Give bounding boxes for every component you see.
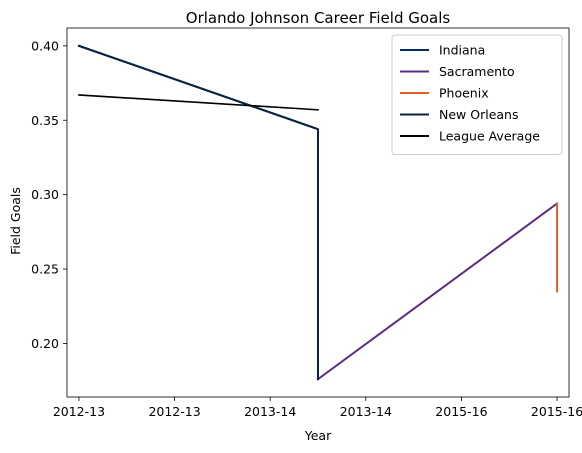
y-tick-label: 0.35 — [31, 113, 59, 128]
x-tick-label: 2015-16 — [531, 404, 582, 419]
legend: Indiana Sacramento Phoenix New Orleans Leagu… — [391, 34, 563, 155]
x-tick-label: 2013-14 — [244, 404, 296, 419]
series-line-league-average — [78, 94, 319, 111]
x-tick-label: 2015-16 — [435, 404, 487, 419]
y-tick-label: 0.25 — [31, 262, 59, 277]
series-layer — [77, 44, 559, 381]
legend-label-sacramento: Sacramento — [439, 64, 515, 79]
y-tick-label: 0.30 — [31, 187, 59, 202]
x-axis-label: Year — [304, 428, 332, 443]
chart-title: Orlando Johnson Career Field Goals — [186, 9, 451, 27]
series-line-sacramento — [316, 202, 559, 381]
plot-frame — [66, 27, 570, 398]
y-axis-label: Field Goals — [8, 187, 23, 255]
legend-label-indiana: Indiana — [439, 43, 485, 58]
legend-label-phoenix: Phoenix — [439, 86, 489, 101]
y-tick-label: 0.20 — [31, 336, 59, 351]
x-tick-label: 2013-14 — [340, 404, 392, 419]
ticks-layer: 2012-13 2012-13 2013-14 2013-14 2015-16 2015-… — [31, 38, 582, 419]
legend-label-league-average: League Average — [439, 129, 540, 144]
y-tick-label: 0.40 — [31, 38, 59, 53]
legend-label-new-orleans: New Orleans — [439, 107, 518, 122]
x-tick-label: 2012-13 — [53, 404, 105, 419]
legend-box — [391, 34, 563, 155]
series-line-new-orleans — [77, 44, 319, 381]
x-tick-label: 2012-13 — [148, 404, 200, 419]
